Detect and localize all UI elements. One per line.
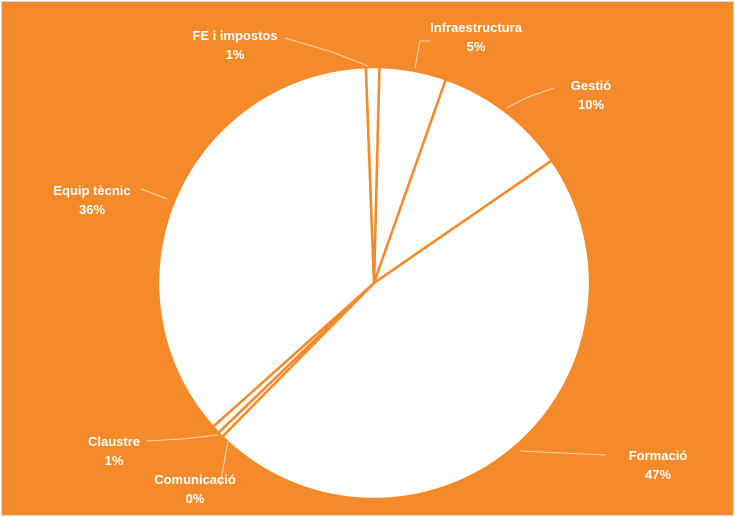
slice-category-label: Claustre — [88, 434, 140, 449]
slice-percent-label: 10% — [578, 97, 604, 112]
slice-percent-label: 1% — [105, 453, 124, 468]
slice-category-label: Infraestructura — [430, 20, 523, 35]
slice-labels: Infraestructura 5% Gestió 10% Formació 47% Com… — [53, 20, 687, 506]
leader-lines — [140, 37, 607, 487]
leader-line — [284, 37, 369, 67]
leader-line — [519, 450, 607, 456]
pie-slice-formaci- — [220, 158, 592, 501]
slice-percent-label: 0% — [186, 491, 205, 506]
leader-line — [140, 188, 168, 200]
slice-percent-label: 5% — [467, 39, 486, 54]
pie-slice-equip-t-cnic — [156, 65, 376, 429]
leader-line — [219, 440, 229, 487]
leader-line — [145, 434, 219, 442]
slice-percent-label: 1% — [226, 47, 245, 62]
slice-percent-label: 36% — [79, 202, 105, 217]
leader-line — [505, 87, 555, 109]
slice-percent-label: 47% — [645, 467, 671, 482]
pie-slice-fe-i-impostos — [364, 65, 381, 284]
slice-category-label: FE i impostos — [192, 28, 277, 43]
pie-slices — [156, 65, 592, 501]
slice-category-label: Gestió — [571, 78, 612, 93]
slice-category-label: Comunicació — [154, 472, 236, 487]
slice-category-label: Equip tècnic — [53, 183, 130, 198]
pie-slice-gesti- — [371, 77, 554, 287]
leader-line — [414, 40, 431, 69]
slice-category-label: Formació — [629, 448, 688, 463]
